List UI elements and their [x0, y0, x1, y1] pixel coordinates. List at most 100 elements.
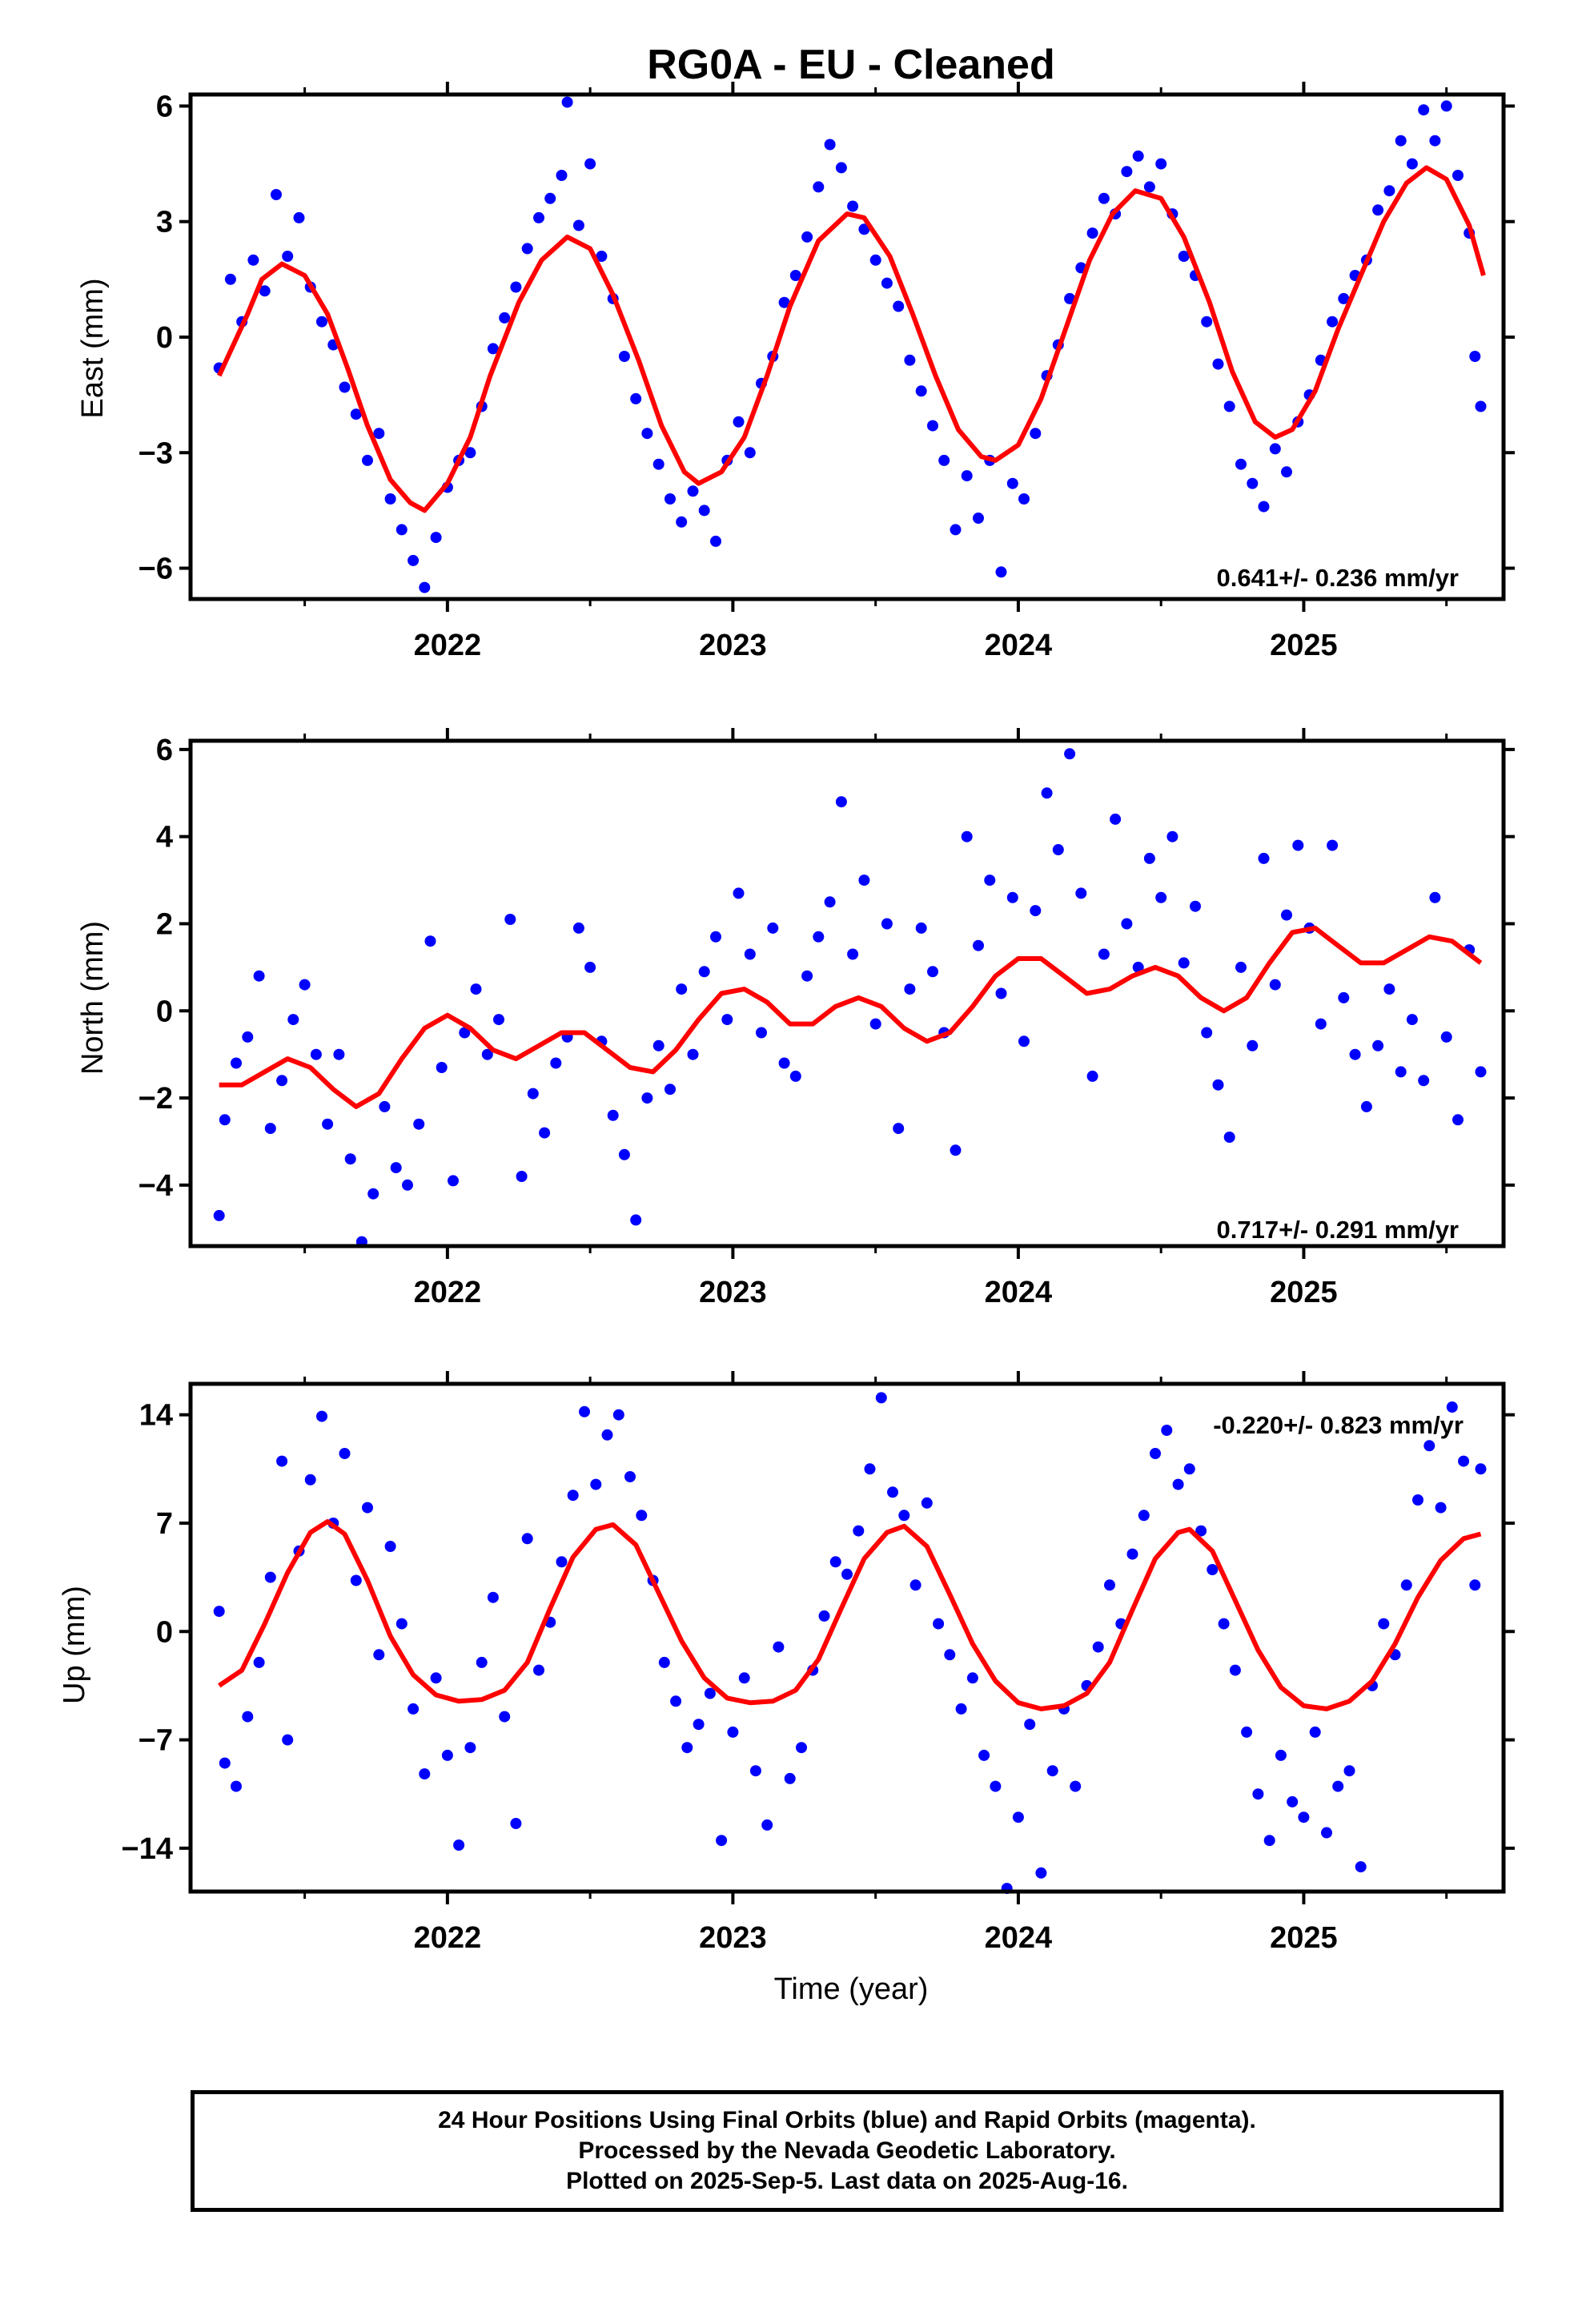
east-data-point: [1383, 185, 1395, 197]
north-data-point: [493, 1014, 504, 1026]
east-data-point: [1418, 104, 1430, 116]
east-data-point: [544, 192, 556, 204]
east-data-point: [665, 493, 676, 505]
up-plot-frame: [188, 1381, 1506, 1894]
up-data-point: [1207, 1564, 1219, 1575]
north-data-point: [1212, 1079, 1224, 1091]
north-data-point: [927, 966, 938, 978]
up-data-point: [362, 1502, 373, 1514]
north-xtick-label: 2022: [414, 1276, 482, 1309]
up-data-point: [693, 1719, 705, 1731]
east-data-point: [362, 454, 373, 466]
east-data-point: [259, 285, 271, 297]
up-data-point: [773, 1641, 785, 1653]
north-data-point: [1064, 748, 1076, 760]
east-data-point: [282, 251, 294, 262]
east-data-point: [1281, 466, 1292, 478]
north-data-point: [448, 1175, 459, 1187]
north-data-point: [1155, 891, 1167, 903]
north-data-point: [721, 1014, 733, 1026]
east-data-point: [801, 231, 813, 243]
east-data-point: [1155, 158, 1167, 170]
north-data-point: [1349, 1048, 1361, 1060]
north-data-point: [379, 1100, 391, 1112]
up-data-point: [601, 1429, 613, 1441]
north-data-point: [504, 914, 516, 925]
north-data-point: [539, 1127, 551, 1139]
east-data-point: [1338, 292, 1350, 304]
up-data-point: [1469, 1579, 1481, 1591]
up-data-point: [898, 1510, 910, 1522]
up-data-point: [738, 1672, 750, 1684]
north-data-point: [665, 1084, 676, 1096]
east-rate-label: 0.641+/- 0.236 mm/yr: [1217, 564, 1459, 592]
east-data-point: [1406, 158, 1418, 170]
north-data-point: [1223, 1132, 1235, 1143]
up-data-point: [612, 1409, 624, 1421]
north-data-point: [1327, 839, 1339, 851]
north-data-point: [516, 1171, 528, 1182]
east-data-point: [652, 458, 665, 470]
east-data-point: [789, 270, 801, 281]
east-data-point: [499, 312, 511, 324]
north-data-point: [710, 931, 721, 943]
north-data-point: [847, 948, 859, 960]
east-data-point: [510, 281, 522, 293]
up-data-point: [784, 1772, 796, 1784]
north-data-point: [767, 922, 779, 934]
up-data-point: [670, 1695, 682, 1707]
east-data-point: [521, 243, 533, 255]
north-data-point: [424, 935, 436, 947]
up-data-point: [1161, 1425, 1173, 1436]
up-data-point: [1218, 1618, 1230, 1630]
east-data-point: [1086, 227, 1098, 239]
east-data-point: [373, 428, 385, 440]
north-data-point: [1030, 905, 1042, 917]
north-data-point: [527, 1088, 539, 1100]
north-data-point: [687, 1048, 699, 1060]
east-data-point: [1247, 477, 1259, 489]
east-ytick-label: 6: [156, 90, 173, 123]
north-ytick-label: 4: [156, 821, 173, 854]
north-data-point: [1132, 961, 1144, 973]
up-data-point: [829, 1556, 841, 1568]
north-data-point: [276, 1075, 288, 1087]
north-xtick-label: 2024: [985, 1276, 1053, 1309]
up-panel: −14 −7 0 7 14 2022 2023 2024 2025 Up (mm) -0.220…: [58, 1371, 1515, 2006]
north-data-point: [572, 922, 584, 934]
north-data-point: [630, 1214, 642, 1226]
north-data-point: [1475, 1066, 1487, 1078]
up-data-point: [1446, 1401, 1458, 1413]
up-data-point: [1138, 1510, 1150, 1522]
north-data-point: [1383, 983, 1395, 995]
up-data-point: [1183, 1463, 1195, 1475]
up-data-point: [453, 1839, 465, 1851]
up-xtick-label: 2024: [985, 1921, 1053, 1955]
up-ytick-label: −14: [122, 1832, 173, 1866]
up-data-point: [408, 1703, 420, 1715]
up-data-point: [658, 1656, 670, 1668]
up-data-point: [681, 1742, 693, 1754]
up-data-point: [853, 1525, 865, 1537]
up-fit-curve: [218, 1519, 1482, 1711]
up-ylabel: Up (mm): [58, 1586, 91, 1704]
up-xtick-label: 2022: [414, 1921, 482, 1955]
east-data-point: [1269, 443, 1281, 455]
north-data-point: [641, 1092, 653, 1104]
up-data-point: [1298, 1811, 1310, 1823]
north-rate-label: 0.717+/- 0.291 mm/yr: [1217, 1216, 1459, 1244]
east-data-point: [744, 447, 756, 459]
east-data-point: [1132, 150, 1144, 162]
north-data-point: [1110, 813, 1122, 825]
up-data-point: [1343, 1765, 1355, 1777]
north-panel: −4 −2 0 2 4 6 2022 2023 2024 2025 North (mm) 0.71…: [76, 728, 1515, 1309]
east-data-point: [618, 351, 630, 362]
east-xtick-label: 2024: [985, 629, 1053, 662]
east-data-point: [1018, 493, 1030, 505]
north-data-point: [1338, 991, 1350, 1003]
east-data-point: [698, 505, 710, 517]
up-data-point: [1046, 1765, 1058, 1777]
east-data-point: [835, 162, 847, 174]
north-data-point: [231, 1057, 242, 1069]
east-xtick-label: 2022: [414, 629, 482, 662]
